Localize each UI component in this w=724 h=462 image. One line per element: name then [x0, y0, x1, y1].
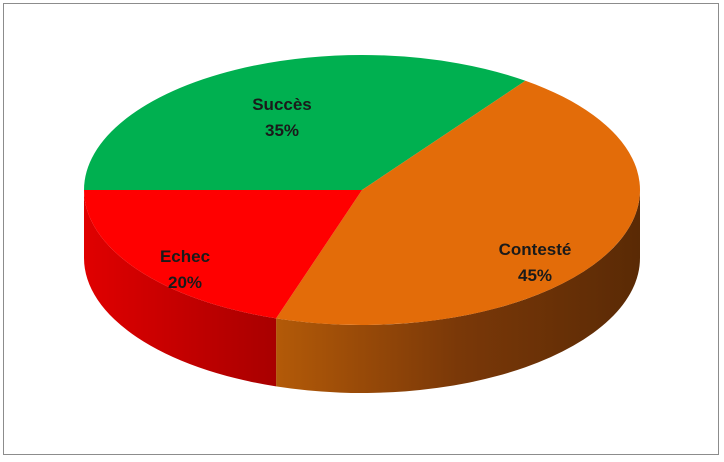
- pie-slice-0: [84, 54, 526, 191]
- pie-slice-1: [276, 80, 641, 326]
- slice-value-2: 20%: [168, 273, 202, 292]
- slice-label-1: Contesté: [499, 240, 572, 259]
- pie-side-1: [276, 190, 640, 393]
- slice-label-2: Echec: [160, 247, 210, 266]
- pie-slice-2: [84, 190, 362, 319]
- pie-side-2: [84, 190, 277, 387]
- slice-value-1: 45%: [518, 266, 552, 285]
- slice-value-0: 35%: [265, 121, 299, 140]
- slice-label-0: Succès: [252, 95, 312, 114]
